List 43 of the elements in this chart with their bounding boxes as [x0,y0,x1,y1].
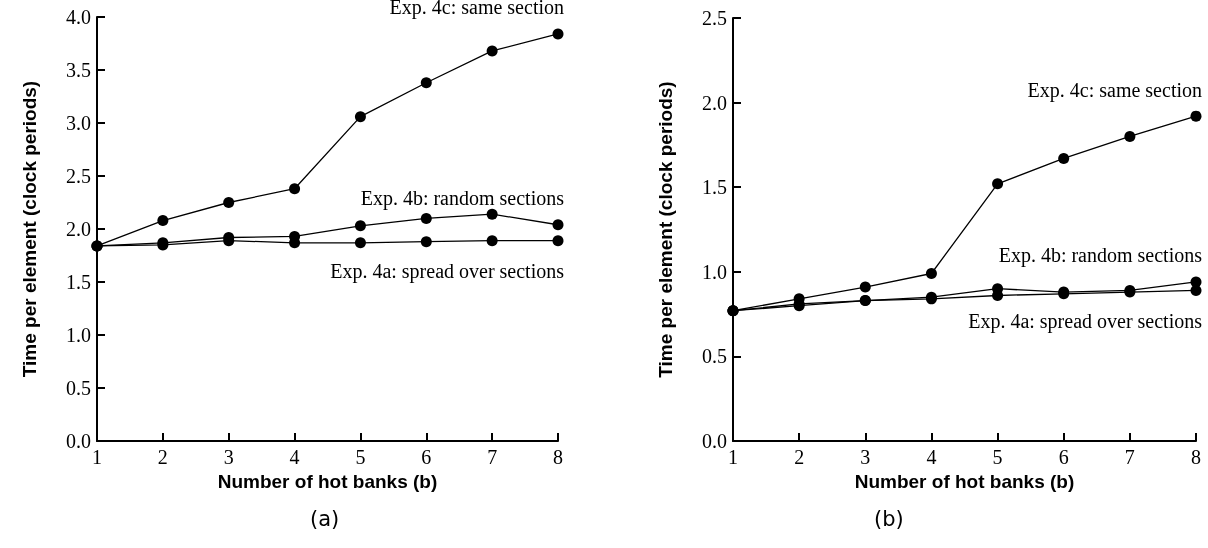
x-tick-label: 1 [728,446,738,468]
y-tick-label: 1.5 [66,271,91,293]
x-tick-label: 7 [1124,446,1135,468]
y-tick-label: 1.0 [66,324,91,346]
y-tick-label: 0.0 [66,430,91,452]
x-tick-label: 4 [926,446,937,468]
x-tick-label: 1 [92,446,102,468]
x-axis-title: Number of hot banks (b) [217,470,438,492]
y-tick-label: 0.5 [66,377,91,399]
y-axis-title: Time per element (clock periods) [655,81,676,378]
y-tick-label: 4.0 [66,6,91,28]
y-tick-label: 1.0 [702,260,727,283]
y-tick-label: 2.5 [702,7,727,29]
x-tick-label: 6 [1058,446,1069,468]
y-tick-label: 3.0 [66,112,91,134]
y-tick-label: 0.0 [702,430,727,452]
y-tick-label: 3.5 [66,59,91,81]
series-label: Exp. 4c: same section [389,0,564,20]
series-label: Exp. 4b: random sections [360,187,565,211]
x-tick-label: 3 [223,446,234,468]
x-tick-label: 5 [992,446,1003,468]
x-tick-label: 6 [421,446,432,468]
series-label: Exp. 4a: spread over sections [330,260,565,284]
y-tick-label: 2.5 [66,165,91,187]
y-tick-label: 2.0 [702,91,727,114]
x-tick-label: 8 [553,446,563,468]
x-tick-label: 3 [860,446,871,468]
y-axis-title: Time per element (clock periods) [19,80,40,378]
x-tick-label: 7 [487,446,498,468]
y-tick-label: 2.0 [66,218,91,240]
series-label: Exp. 4c: same section [1027,78,1202,102]
x-tick-label: 4 [289,446,300,468]
x-axis-title: Number of hot banks (b) [854,470,1075,492]
text: (a) [310,506,340,531]
series-label: Exp. 4b: random sections [998,244,1203,268]
y-tick-label: 1.5 [702,176,727,199]
series-label: Exp. 4a: spread over sections [968,309,1203,333]
x-tick-label: 2 [157,446,168,468]
x-tick-label: 8 [1191,446,1201,468]
x-tick-label: 5 [355,446,366,468]
x-tick-label: 2 [794,446,805,468]
y-tick-label: 0.5 [702,345,727,368]
text: (b) [874,506,904,531]
